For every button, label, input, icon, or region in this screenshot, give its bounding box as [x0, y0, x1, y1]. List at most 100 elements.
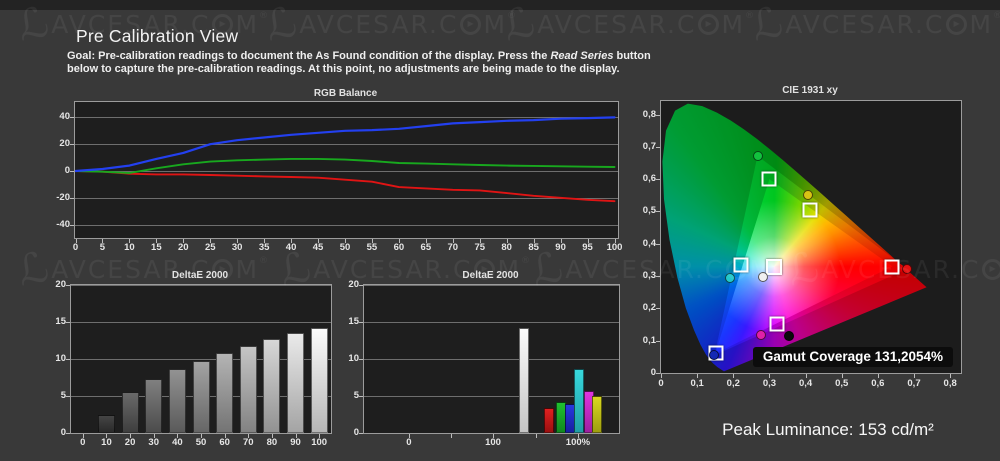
x-axis-tick [408, 434, 410, 438]
gridline [71, 285, 331, 286]
gridline [75, 224, 618, 226]
green-balance-line [75, 157, 616, 174]
y-axis-tick [656, 276, 660, 278]
rgb-balance-chart: 40 20 0 -20 -40 0 5 10 15 20 25 30 35 40 45 50 55 60 65 70 7… [56, 101, 622, 253]
registered-mark: ® [521, 256, 531, 266]
rgb-balance-plot [75, 116, 616, 203]
y-axis-label: 0 [60, 427, 66, 438]
gridline [75, 197, 618, 199]
y-axis-tick [359, 396, 363, 397]
x-axis-tick [318, 239, 320, 243]
x-axis-label: 0 [658, 378, 664, 389]
red-measured-point [902, 263, 913, 274]
x-axis-tick [479, 239, 481, 243]
goal-text: Goal: Pre-calibration readings to docume… [67, 50, 681, 76]
y-axis-tick [66, 322, 70, 323]
y-axis-tick [656, 243, 660, 245]
x-axis-tick [614, 239, 616, 243]
x-axis-label: 20 [178, 242, 189, 253]
x-axis-tick [425, 239, 427, 243]
x-axis-tick [210, 239, 212, 243]
y-axis-tick [656, 373, 660, 374]
green-measured-point [752, 150, 763, 161]
brand-text: M [721, 9, 746, 39]
x-axis-label: 95 [582, 242, 593, 253]
red-reference-marker [884, 259, 900, 275]
grayscale-bar [287, 333, 305, 433]
x-axis-tick [183, 239, 185, 243]
y-axis-tick [656, 179, 660, 181]
grayscale-deltae-chart-title: DeltaE 2000 [171, 270, 229, 281]
grayscale-deltae-chart: 0 5 10 15 20 0 10 20 30 40 50 60 70 80 90 100 [55, 279, 332, 448]
x-axis-label: 0,1 [690, 378, 704, 389]
x-axis-tick [271, 434, 273, 438]
x-axis-label: 90 [555, 242, 566, 253]
y-axis-label: 5 [60, 390, 66, 401]
y-axis-tick [359, 285, 363, 286]
y-axis-label: 20 [59, 138, 70, 150]
top-strip [0, 0, 1000, 10]
x-axis-label: 70 [242, 437, 254, 448]
rgb-balance-chart-title: RGB Balance [313, 88, 378, 99]
x-axis-label: 30 [148, 437, 160, 448]
x-axis-label: 45 [312, 242, 324, 253]
play-circle-icon: ▶ [982, 258, 1000, 280]
x-axis-tick [82, 434, 84, 438]
x-axis-tick [536, 434, 538, 438]
x-axis-tick [264, 239, 266, 243]
cyan-deltae-bar [573, 369, 584, 433]
x-axis-tick [841, 374, 843, 378]
y-axis-label: -40 [56, 218, 70, 230]
x-axis-tick [560, 239, 562, 243]
x-axis-label: 50 [339, 242, 351, 253]
peak-luminance-label: Peak Luminance: 153 cd/m² [722, 420, 934, 439]
y-axis-label: 10 [348, 353, 359, 364]
x-axis-tick [224, 434, 226, 438]
registered-mark: ® [993, 11, 1000, 21]
x-axis-label: 25 [204, 242, 216, 253]
y-axis-label: 15 [55, 316, 66, 327]
goal-text-pre: Goal: Pre-calibration readings to docume… [67, 50, 551, 62]
x-axis-label: 0,7 [907, 378, 921, 389]
x-axis-label: 0 [72, 242, 79, 253]
x-axis-label: 0,8 [943, 378, 957, 389]
x-axis-label: 70 [447, 242, 459, 253]
y-axis-label: 40 [59, 111, 70, 123]
y-axis-label: 20 [55, 279, 66, 290]
y-axis-tick [656, 211, 660, 213]
cie-1931-chart: Gamut Coverage 131,2054% 0 0,1 0,2 0,3 0,4 0,… [643, 100, 962, 389]
grayscale-bar [310, 327, 328, 433]
y-axis-tick [656, 340, 660, 342]
magenta-reference-marker [769, 316, 785, 332]
cyan-reference-marker [733, 257, 749, 273]
y-axis-label: 0,4 [642, 237, 656, 249]
x-axis-tick [587, 239, 589, 243]
grayscale-bar [239, 345, 257, 433]
green-reference-marker [761, 171, 777, 187]
x-axis-tick [533, 239, 535, 243]
play-icon: ▶ [467, 19, 474, 28]
x-axis-label: 40 [285, 242, 297, 253]
x-axis-tick [237, 239, 239, 243]
white-deltae-bar [518, 327, 529, 433]
x-axis-label: 5 [99, 242, 106, 253]
x-axis-label: 10 [101, 437, 112, 448]
x-axis-tick [156, 239, 158, 243]
x-axis-label: 0,6 [871, 378, 885, 389]
y-axis-tick [70, 197, 74, 199]
x-axis-tick [130, 434, 132, 438]
x-axis-label: 100 [485, 437, 501, 448]
x-axis-label: 0,3 [762, 378, 777, 389]
x-axis-tick [319, 434, 321, 438]
x-axis-tick [248, 434, 250, 438]
y-axis-tick [359, 433, 363, 434]
play-circle-icon: ▶ [460, 13, 482, 35]
x-axis-label: 0,2 [726, 378, 740, 389]
grayscale-bar [121, 392, 139, 433]
x-axis-label: 40 [172, 437, 183, 448]
x-axis-tick [177, 434, 179, 438]
